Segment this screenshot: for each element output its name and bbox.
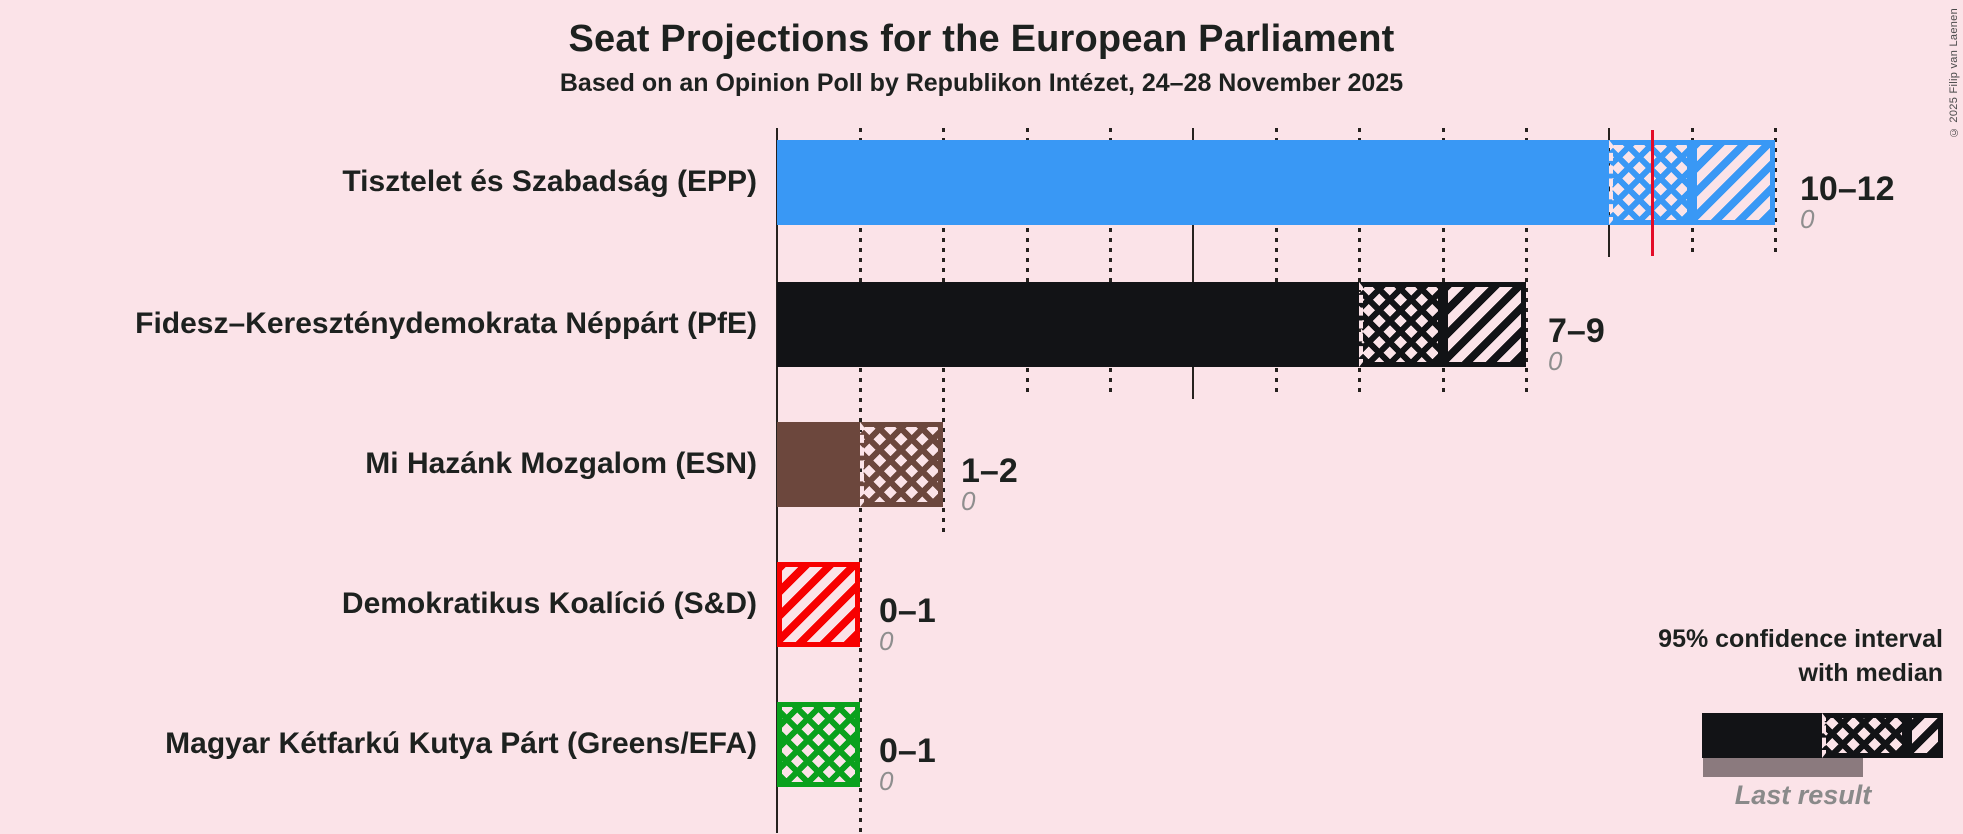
party-label-dk: Demokratikus Koalíció (S&D) xyxy=(341,587,757,620)
gridline-seat-9 xyxy=(1525,128,1528,394)
gridline-seat-8 xyxy=(1442,128,1445,394)
legend-solid-segment xyxy=(1702,713,1822,758)
bar-epp-diagonal-segment xyxy=(1692,140,1775,225)
legend-ci-line1: 95% confidence interval xyxy=(1658,625,1943,653)
bar-mkkp-crosshatch-segment xyxy=(777,702,860,787)
bar-dk-diagonal-segment xyxy=(777,562,860,647)
legend-last-result-label: Last result xyxy=(1734,780,1872,810)
legend-last-result-bar xyxy=(1703,758,1863,777)
last-result-fidesz: 0 xyxy=(1548,346,1563,376)
bar-fidesz-diagonal-segment xyxy=(1443,282,1526,367)
bar-fidesz-solid-segment xyxy=(777,282,1359,367)
last-result-mkkp: 0 xyxy=(879,766,894,796)
range-label-epp: 10–12 xyxy=(1800,170,1895,208)
range-label-mi-hazank: 1–2 xyxy=(961,452,1018,490)
chart-subtitle: Based on an Opinion Poll by Republikon I… xyxy=(559,69,1404,97)
page-title: Seat Projections for the European Parlia… xyxy=(568,18,1395,60)
bar-epp-crosshatch-segment xyxy=(1609,140,1692,225)
bar-mi-hazank-solid-segment xyxy=(777,422,860,507)
legend-ci-line2: with median xyxy=(1798,659,1943,687)
party-label-epp: Tisztelet és Szabadság (EPP) xyxy=(342,165,757,198)
bar-fidesz-crosshatch-segment xyxy=(1359,282,1443,367)
legend-sample-bar xyxy=(1702,713,1943,758)
last-result-dk: 0 xyxy=(879,626,894,656)
range-label-fidesz: 7–9 xyxy=(1548,312,1605,350)
gridline-seat-5 xyxy=(1192,128,1194,399)
median-line-epp xyxy=(1651,130,1654,256)
party-label-fidesz: Fidesz–Kereszténydemokrata Néppárt (PfE) xyxy=(135,307,757,340)
party-label-mi-hazank: Mi Hazánk Mozgalom (ESN) xyxy=(365,447,757,480)
legend-diagonal-segment xyxy=(1907,713,1943,758)
party-label-mkkp: Magyar Kétfarkú Kutya Párt (Greens/EFA) xyxy=(165,727,757,760)
bar-epp-solid-segment xyxy=(777,140,1609,225)
gridline-seat-4 xyxy=(1109,128,1112,394)
gridline-seat-3 xyxy=(1026,128,1029,394)
legend-crosshatch-segment xyxy=(1822,713,1907,758)
gridline-seat-12 xyxy=(1774,128,1777,257)
range-label-dk: 0–1 xyxy=(879,592,936,630)
range-label-mkkp: 0–1 xyxy=(879,732,936,770)
last-result-epp: 0 xyxy=(1800,204,1815,234)
gridline-seat-6 xyxy=(1275,128,1278,394)
last-result-mi-hazank: 0 xyxy=(961,486,976,516)
gridline-seat-7 xyxy=(1358,128,1361,394)
copyright-text: © 2025 Filip van Laenen xyxy=(1948,8,1960,139)
bar-mi-hazank-crosshatch-segment xyxy=(860,422,943,507)
